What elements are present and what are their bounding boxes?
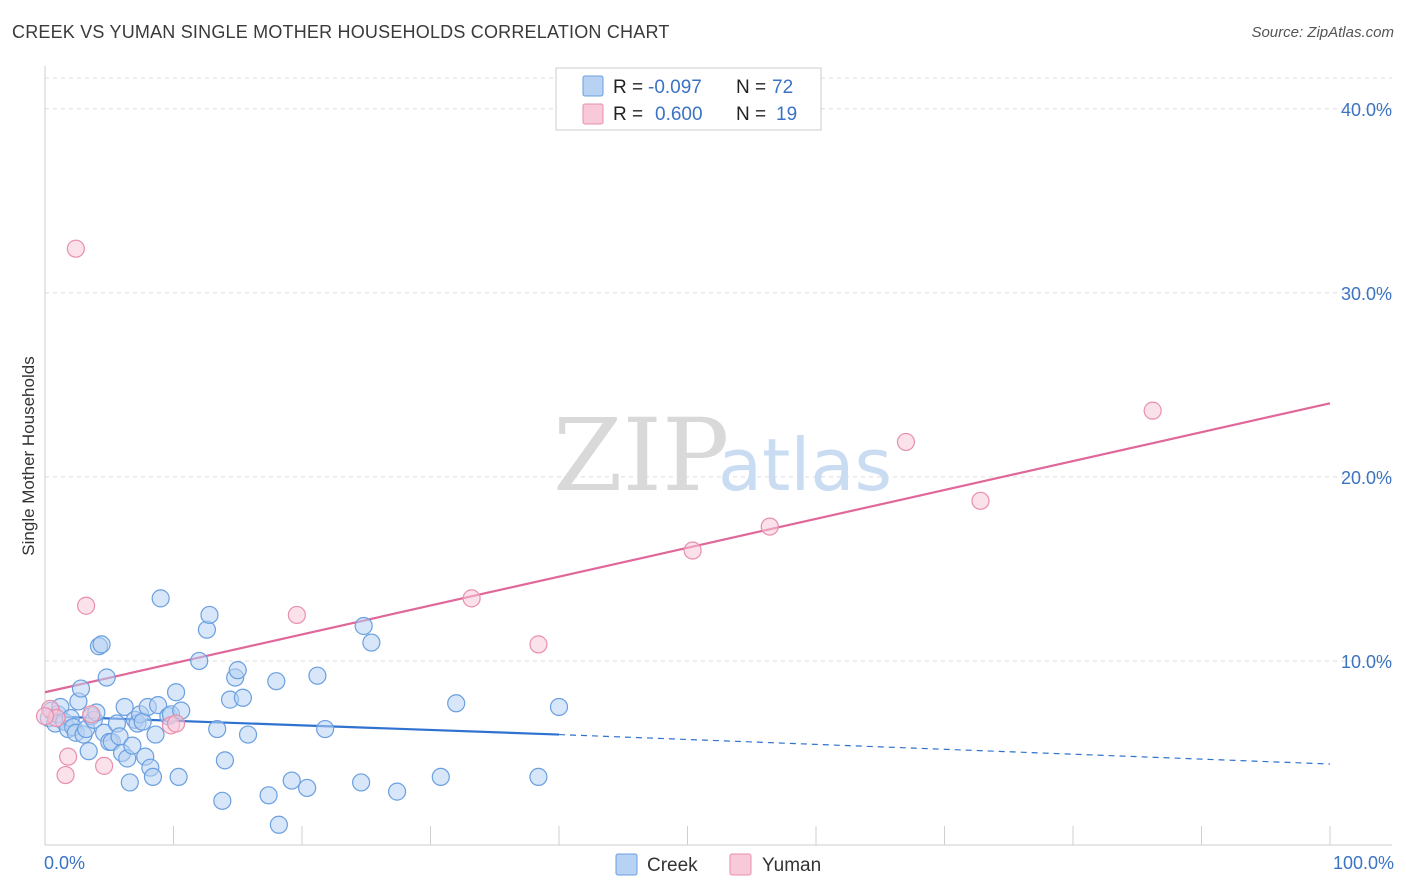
y-tick-label: 10.0%	[1341, 652, 1392, 672]
creek-point	[123, 736, 142, 755]
bottom-legend-label-creek: Creek	[647, 855, 698, 876]
y-tick-label: 30.0%	[1341, 284, 1392, 304]
yuman-point	[683, 541, 702, 560]
yuman-point	[462, 589, 481, 608]
creek-trend-line-dashed	[558, 733, 1331, 765]
creek-point	[213, 791, 232, 810]
creek-point	[71, 679, 91, 698]
y-tick-label: 40.0%	[1341, 100, 1392, 120]
legend-swatch-creek	[582, 75, 604, 97]
legend-n-label-creek: N =	[736, 77, 766, 98]
creek-point	[282, 771, 301, 790]
yuman-point	[56, 765, 75, 785]
creek-point	[431, 767, 450, 787]
yuman-point	[896, 432, 916, 452]
x-tick-label-max: 100.0%	[1333, 853, 1394, 873]
legend-r-value-yuman: 0.600	[655, 104, 703, 125]
bottom-legend: Creek Yuman	[615, 853, 821, 876]
legend-swatch-yuman	[582, 103, 604, 125]
creek-point	[259, 786, 278, 805]
creek-point	[166, 683, 186, 702]
yuman-point	[971, 491, 990, 510]
creek-point	[316, 719, 335, 739]
gridlines	[45, 77, 1392, 662]
legend-n-value-yuman: 19	[776, 104, 797, 125]
yuman-point	[529, 635, 548, 654]
data-points	[35, 239, 1162, 834]
creek-point	[228, 661, 247, 680]
watermark-atlas: atlas	[718, 423, 892, 507]
creek-point	[354, 616, 373, 636]
x-tick-label-min: 0.0%	[44, 853, 85, 873]
yuman-point	[66, 239, 85, 258]
creek-point	[549, 697, 569, 717]
creek-point	[151, 589, 170, 608]
creek-point	[298, 778, 317, 798]
creek-point	[308, 666, 327, 685]
creek-point	[215, 751, 234, 770]
creek-point	[238, 725, 258, 744]
creek-point	[387, 782, 407, 801]
chart-title: CREEK VS YUMAN SINGLE MOTHER HOUSEHOLDS …	[12, 22, 670, 42]
legend-r-label-creek: R =	[613, 77, 643, 98]
yuman-point	[59, 747, 78, 766]
creek-point	[233, 688, 252, 707]
legend-n-label-yuman: N =	[736, 104, 766, 125]
legend-n-value-creek: 72	[772, 77, 793, 98]
creek-point	[92, 635, 111, 654]
watermark: ZIP atlas	[553, 397, 892, 514]
legend-r-label-yuman: R =	[613, 104, 643, 125]
creek-point	[352, 773, 371, 792]
creek-point	[208, 719, 227, 739]
watermark-zip: ZIP	[553, 397, 729, 514]
yuman-point	[760, 517, 779, 536]
creek-point	[362, 633, 381, 652]
source-label: Source: ZipAtlas.com	[1251, 24, 1394, 41]
bottom-legend-label-yuman: Yuman	[762, 855, 821, 876]
creek-point	[79, 742, 98, 761]
yuman-point	[287, 605, 306, 625]
creek-point	[97, 668, 116, 687]
yuman-point	[82, 705, 101, 724]
yuman-point	[95, 756, 114, 775]
creek-point	[115, 697, 134, 717]
yuman-point	[166, 714, 186, 733]
yuman-point	[77, 596, 96, 615]
creek-point	[190, 651, 209, 671]
creek-point	[267, 672, 286, 691]
creek-point	[529, 767, 548, 787]
creek-point	[447, 694, 466, 713]
bottom-legend-swatch-creek	[615, 853, 638, 876]
legend-r-value-creek: -0.097	[648, 77, 702, 98]
creek-point	[146, 725, 165, 744]
creek-point	[143, 767, 163, 787]
y-axis-label: Single Mother Households	[19, 356, 38, 555]
creek-point	[200, 605, 219, 625]
bottom-legend-swatch-yuman	[729, 853, 752, 876]
yuman-point	[35, 707, 55, 726]
tick-labels: 10.0% 20.0% 30.0% 40.0% 0.0% 100.0%	[44, 100, 1394, 873]
yuman-point	[1143, 401, 1162, 420]
creek-point	[169, 767, 188, 787]
creek-point	[120, 773, 139, 792]
creek-point	[269, 815, 288, 834]
creek-point	[197, 620, 217, 639]
top-legend: R = -0.097 N = 72 R = 0.600 N = 19	[555, 67, 822, 131]
y-tick-label: 20.0%	[1341, 468, 1392, 488]
